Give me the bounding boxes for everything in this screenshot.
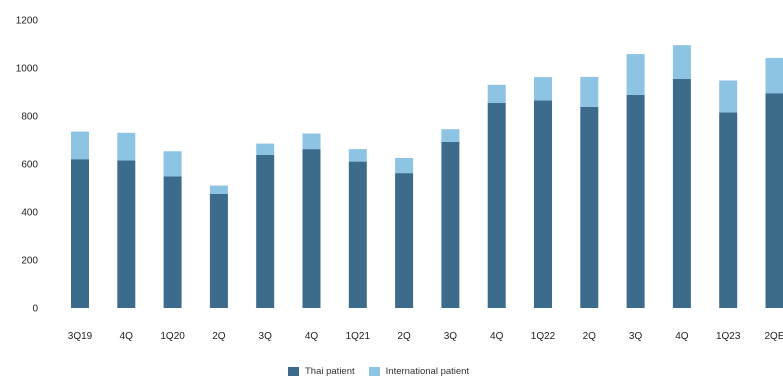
x-tick-label: 3Q19 bbox=[68, 331, 93, 342]
bar-segment-thai bbox=[303, 149, 321, 308]
bar-segment-international bbox=[719, 80, 737, 112]
bar-segment-thai bbox=[256, 155, 274, 308]
x-tick-label: 3Q bbox=[629, 331, 643, 342]
bar-segment-international bbox=[71, 132, 89, 160]
bar-segment-international bbox=[210, 186, 228, 194]
bar-segment-thai bbox=[627, 95, 645, 308]
bar-segment-thai bbox=[719, 112, 737, 308]
bar-segment-thai bbox=[395, 173, 413, 308]
y-tick-label: 1000 bbox=[16, 64, 39, 75]
x-tick-label: 1Q22 bbox=[531, 331, 556, 342]
x-tick-label: 1Q23 bbox=[716, 331, 741, 342]
x-tick-label: 1Q21 bbox=[346, 331, 371, 342]
bar-segment-international bbox=[627, 54, 645, 95]
bar-segment-international bbox=[117, 133, 135, 161]
bar-segment-thai bbox=[488, 103, 506, 308]
bar-segment-international bbox=[488, 85, 506, 103]
y-tick-label: 600 bbox=[21, 160, 38, 171]
bar-segment-thai bbox=[349, 162, 367, 308]
bar-segment-thai bbox=[71, 159, 89, 308]
bars-group bbox=[71, 45, 783, 308]
bar-segment-thai bbox=[441, 142, 459, 308]
bar-segment-international bbox=[673, 45, 691, 79]
bar-segment-international bbox=[349, 149, 367, 161]
bar-segment-international bbox=[441, 129, 459, 142]
bar-segment-international bbox=[766, 58, 783, 93]
x-tick-label: 2Q bbox=[212, 331, 226, 342]
x-axis: 3Q19 4Q 1Q20 2Q 3Q 4Q 1Q21 2Q 3Q 4Q 1Q22 2Q 3Q 4Q 1Q23… bbox=[68, 331, 783, 342]
y-tick-label: 1200 bbox=[16, 16, 39, 27]
x-tick-label: 3Q bbox=[259, 331, 273, 342]
x-tick-label: 4Q bbox=[305, 331, 319, 342]
y-tick-label: 0 bbox=[32, 304, 38, 315]
bar-segment-thai bbox=[766, 93, 783, 308]
x-tick-label: 4Q bbox=[120, 331, 134, 342]
x-tick-label: 2Q bbox=[397, 331, 411, 342]
x-tick-label: 2QE bbox=[764, 331, 783, 342]
bar-segment-international bbox=[303, 134, 321, 150]
legend-swatch-thai bbox=[288, 367, 299, 376]
legend-swatch-international bbox=[369, 367, 380, 376]
y-tick-label: 200 bbox=[21, 256, 38, 267]
y-tick-label: 800 bbox=[21, 112, 38, 123]
bar-segment-international bbox=[580, 77, 598, 107]
x-tick-label: 1Q20 bbox=[160, 331, 185, 342]
x-tick-label: 2Q bbox=[583, 331, 597, 342]
x-tick-label: 3Q bbox=[444, 331, 458, 342]
bar-segment-international bbox=[534, 77, 552, 100]
x-tick-label: 4Q bbox=[490, 331, 504, 342]
bar-segment-thai bbox=[580, 107, 598, 308]
bar-segment-international bbox=[164, 151, 182, 176]
legend-item-international: International patient bbox=[369, 366, 469, 377]
legend-label-thai: Thai patient bbox=[305, 366, 355, 377]
legend-item-thai: Thai patient bbox=[288, 366, 355, 377]
bar-segment-international bbox=[256, 144, 274, 155]
bar-segment-thai bbox=[534, 100, 552, 308]
bar-segment-thai bbox=[164, 176, 182, 308]
legend-label-international: International patient bbox=[386, 366, 469, 377]
bar-segment-thai bbox=[673, 79, 691, 308]
y-axis: 0 200 400 600 800 1000 1200 bbox=[16, 16, 39, 315]
bar-segment-international bbox=[395, 158, 413, 173]
x-tick-label: 4Q bbox=[675, 331, 689, 342]
y-tick-label: 400 bbox=[21, 208, 38, 219]
bar-segment-thai bbox=[117, 160, 135, 308]
legend: Thai patient International patient bbox=[288, 364, 483, 378]
bar-segment-thai bbox=[210, 194, 228, 308]
